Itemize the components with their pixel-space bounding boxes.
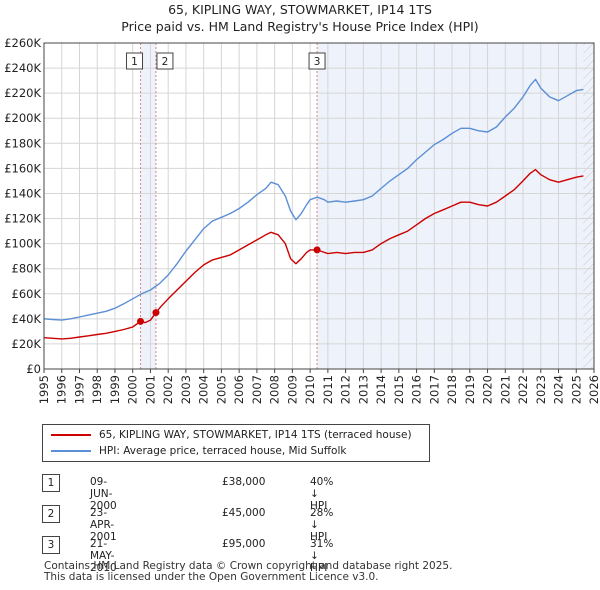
x-tick-label: 2008 — [268, 375, 282, 404]
legend-item-property: 65, KIPLING WAY, STOWMARKET, IP14 1TS (t… — [51, 428, 412, 442]
legend-label-hpi: HPI: Average price, terraced house, Mid … — [99, 445, 347, 457]
y-tick-label: £200K — [4, 111, 41, 125]
y-tick-label: £140K — [4, 186, 41, 200]
transaction-price: £95,000 — [222, 538, 266, 550]
y-tick-label: £0 — [26, 362, 41, 376]
y-tick-label: £40K — [12, 312, 42, 326]
legend-item-hpi: HPI: Average price, terraced house, Mid … — [51, 444, 346, 458]
transaction-hpi: 40% ↓ HPI — [310, 476, 334, 512]
x-tick-label: 2026 — [587, 375, 600, 404]
x-tick-label: 2014 — [374, 375, 388, 404]
x-tick-label: 1999 — [108, 375, 122, 404]
x-tick-label: 2013 — [356, 375, 370, 404]
x-tick-label: 2010 — [303, 375, 317, 404]
attribution-footer: Contains HM Land Registry data © Crown c… — [44, 561, 452, 583]
y-tick-label: £20K — [12, 337, 42, 351]
transaction-date: 09-JUN-2000 — [90, 476, 117, 512]
chart-legend: 65, KIPLING WAY, STOWMARKET, IP14 1TS (t… — [42, 424, 430, 462]
transaction-price: £38,000 — [222, 476, 266, 488]
x-tick-label: 2025 — [569, 375, 583, 404]
sale-number-box — [156, 52, 174, 70]
legend-line-hpi — [51, 450, 91, 452]
y-tick-label: £80K — [12, 262, 42, 276]
x-tick-label: 2019 — [463, 375, 477, 404]
chart-title: 65, KIPLING WAY, STOWMARKET, IP14 1TS — [168, 2, 432, 17]
transaction-date: 21-MAY-2010 — [90, 538, 117, 574]
y-tick-label: £160K — [4, 161, 41, 175]
x-tick-label: 2024 — [552, 375, 566, 404]
transaction-price: £45,000 — [222, 507, 266, 519]
x-tick-label: 2018 — [445, 375, 459, 404]
plot-frame — [43, 42, 595, 370]
sale-number-box — [126, 52, 144, 70]
transaction-number: 3 — [42, 536, 60, 554]
y-tick-label: £60K — [12, 287, 42, 301]
sale-number-label: 2 — [162, 56, 169, 68]
x-tick-label: 2007 — [250, 375, 264, 404]
x-tick-label: 2011 — [321, 375, 335, 404]
y-tick-label: £220K — [4, 86, 41, 100]
sale-point — [137, 317, 145, 325]
x-tick-label: 2001 — [143, 375, 157, 404]
hpi-line — [43, 78, 584, 321]
chart-subtitle: Price paid vs. HM Land Registry's House … — [121, 19, 479, 34]
y-tick-label: £180K — [4, 136, 41, 150]
x-tick-label: 2009 — [285, 375, 299, 404]
x-tick-label: 2005 — [214, 375, 228, 404]
sale-point — [313, 246, 321, 254]
x-tick-label: 2017 — [427, 375, 441, 404]
y-tick-label: £260K — [4, 36, 41, 50]
x-tick-label: 2006 — [232, 375, 246, 404]
x-tick-label: 1996 — [55, 375, 69, 404]
x-tick-label: 2023 — [534, 375, 548, 404]
x-tick-label: 2022 — [516, 375, 530, 404]
price-chart: £0 £20K £40K £60K £80K £100K £120K £140K £160K £1… — [4, 36, 600, 404]
attribution-line: This data is licensed under the Open Gov… — [44, 571, 379, 583]
legend-label-property: 65, KIPLING WAY, STOWMARKET, IP14 1TS (t… — [99, 429, 412, 441]
sale-number-box — [308, 52, 326, 70]
x-tick-label: 2020 — [481, 375, 495, 404]
x-tick-label: 2002 — [161, 375, 175, 404]
x-tick-label: 1998 — [90, 375, 104, 404]
x-tick-label: 2000 — [126, 375, 140, 404]
x-tick-label: 2012 — [339, 375, 353, 404]
x-tick-label: 2016 — [410, 375, 424, 404]
sale-number-label: 3 — [314, 56, 321, 68]
y-tick-label: £120K — [4, 212, 41, 226]
x-tick-label: 2004 — [197, 375, 211, 404]
attribution-line: Contains HM Land Registry data © Crown c… — [44, 560, 453, 572]
transaction-number: 2 — [42, 505, 60, 523]
sale-number-label: 1 — [131, 56, 138, 68]
x-tick-label: 1995 — [37, 375, 51, 404]
x-tick-label: 2003 — [179, 375, 193, 404]
y-tick-label: £240K — [4, 61, 41, 75]
transaction-hpi: 31% ↓ HPI — [310, 538, 334, 574]
x-tick-label: 2021 — [498, 375, 512, 404]
transaction-hpi: 28% ↓ HPI — [310, 507, 334, 543]
transaction-number: 1 — [42, 474, 60, 492]
sale-point — [152, 309, 160, 317]
transaction-date: 23-APR-2001 — [90, 507, 117, 543]
shaded-period — [140, 43, 156, 369]
legend-line-property — [51, 434, 91, 436]
x-tick-label: 2015 — [392, 375, 406, 404]
y-tick-label: £100K — [4, 237, 41, 251]
x-tick-label: 1997 — [72, 375, 86, 404]
shaded-period — [317, 43, 594, 369]
forecast-hatch — [583, 43, 594, 369]
